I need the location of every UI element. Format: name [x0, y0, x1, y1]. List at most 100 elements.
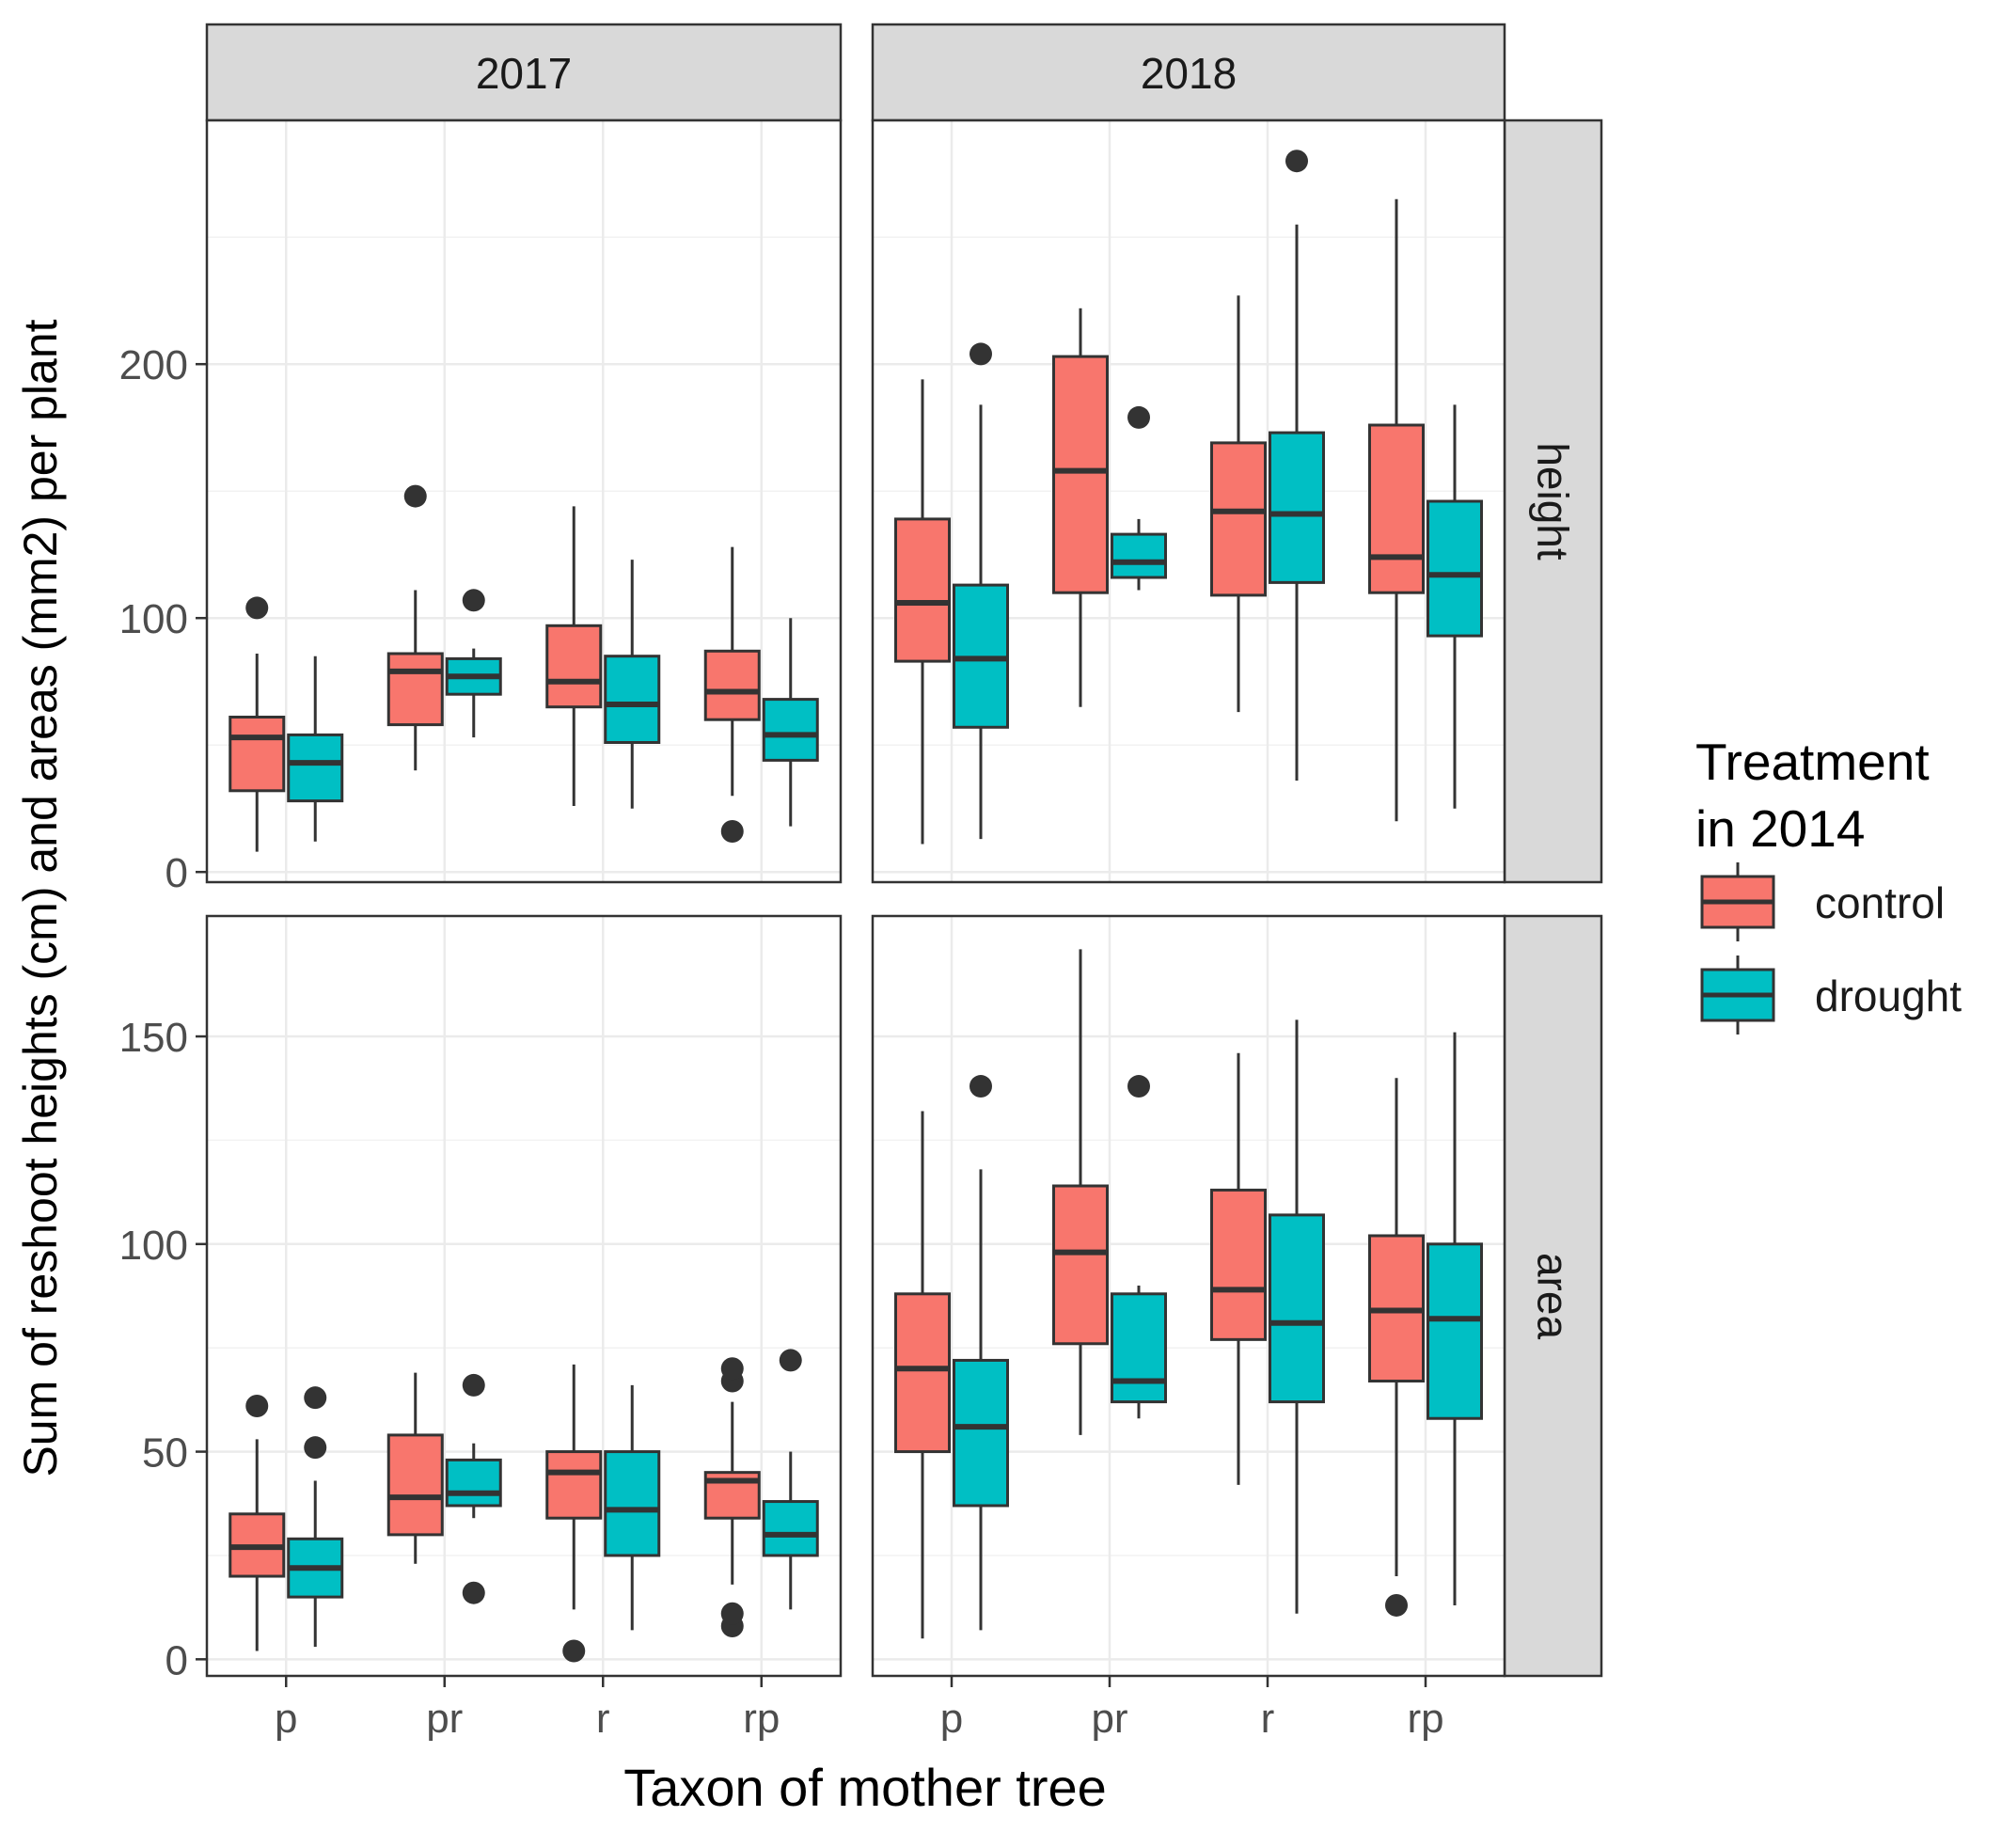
facet-panel — [205, 118, 843, 884]
facet-strip-column — [871, 23, 1506, 122]
outlier-point — [1285, 150, 1308, 173]
box-iqr — [762, 698, 819, 762]
y-tick-label: 50 — [142, 1430, 188, 1477]
legend-key-control — [1700, 862, 1775, 941]
box-r-drought — [604, 1384, 661, 1631]
x-tick-label: rp — [743, 1696, 780, 1742]
legend-key-drought — [1700, 956, 1775, 1035]
box-iqr — [287, 733, 344, 803]
y-tick-label: 0 — [166, 1637, 188, 1683]
outlier-point — [562, 1639, 586, 1663]
facet-panel — [871, 118, 1506, 884]
outlier-point — [245, 596, 269, 620]
y-tick-label: 0 — [166, 850, 188, 896]
box-iqr — [445, 1458, 502, 1508]
box-iqr — [953, 1358, 1009, 1508]
outlier-point — [779, 1349, 802, 1372]
box-iqr — [604, 655, 661, 745]
outlier-point — [969, 342, 992, 366]
outlier-point — [462, 1581, 485, 1604]
box-pr-control — [1052, 308, 1109, 707]
box-pr-control — [386, 484, 444, 771]
outlier-point — [1385, 1593, 1408, 1617]
facet-strip-label: height — [1529, 442, 1578, 561]
outlier-point — [969, 1075, 992, 1098]
box-iqr — [386, 1433, 444, 1537]
box-iqr — [545, 624, 603, 709]
box-p-drought — [287, 1386, 344, 1648]
outlier-point — [462, 589, 485, 612]
box-p-drought — [953, 342, 1009, 840]
y-tick-label: 100 — [119, 1223, 188, 1269]
legend: Treatment in 2014 control drought — [1695, 733, 1962, 1035]
box-iqr — [1111, 1292, 1167, 1404]
x-tick-label: pr — [426, 1696, 463, 1742]
panel-border — [871, 914, 1506, 1678]
box-iqr — [1052, 355, 1109, 594]
box-pr-drought — [1111, 405, 1167, 591]
box-r-control — [1210, 1052, 1267, 1485]
box-iqr — [1427, 499, 1483, 638]
box-iqr — [703, 649, 761, 721]
box-iqr — [762, 1500, 819, 1557]
box-p-drought — [953, 1075, 1009, 1631]
box-r-drought — [604, 560, 661, 809]
box-iqr — [1210, 441, 1267, 597]
box-iqr — [1427, 1242, 1483, 1420]
outlier-point — [1127, 405, 1150, 429]
box-p-control — [894, 379, 951, 845]
box-rp-drought — [762, 618, 819, 827]
facet-strip-column — [205, 23, 843, 122]
x-tick-label: rp — [1407, 1696, 1443, 1742]
box-iqr — [894, 1292, 951, 1454]
box-pr-drought — [445, 1373, 502, 1604]
facet-panel — [205, 914, 843, 1678]
x-tick-label: pr — [1091, 1696, 1127, 1742]
facet-strip-label: 2017 — [476, 49, 572, 98]
panel-border — [205, 914, 843, 1678]
outlier-point — [304, 1386, 327, 1410]
x-tick-label: p — [940, 1696, 963, 1742]
box-pr-control — [1052, 949, 1109, 1435]
box-r-control — [1210, 295, 1267, 713]
box-iqr — [604, 1450, 661, 1557]
box-p-control — [229, 1395, 286, 1651]
panel-border — [205, 118, 843, 884]
box-rp-control — [1368, 1078, 1425, 1617]
box-iqr — [545, 1450, 603, 1520]
box-rp-control — [1368, 198, 1425, 822]
y-tick-label: 150 — [119, 1015, 188, 1061]
facet-strip-row — [1503, 118, 1603, 884]
x-axis-title: Taxon of mother tree — [623, 1758, 1107, 1817]
y-tick-label: 200 — [119, 342, 188, 388]
box-rp-control — [703, 546, 761, 843]
box-iqr — [1052, 1184, 1109, 1346]
outlier-point — [720, 820, 744, 843]
legend-title-line1: Treatment — [1695, 733, 1930, 791]
outlier-point — [462, 1373, 485, 1397]
box-rp-drought — [762, 1349, 819, 1610]
panel-border — [871, 118, 1506, 884]
box-iqr — [386, 652, 444, 727]
box-iqr — [1269, 431, 1325, 584]
box-p-control — [229, 596, 286, 852]
box-p-drought — [287, 655, 344, 842]
facet-strip-row — [1503, 914, 1603, 1678]
box-p-control — [894, 1111, 951, 1639]
outlier-point — [245, 1395, 269, 1418]
x-tick-label: p — [275, 1696, 297, 1742]
outlier-point — [720, 1357, 744, 1381]
box-iqr — [1210, 1188, 1267, 1341]
box-pr-drought — [1111, 1075, 1167, 1419]
box-r-control — [545, 506, 603, 806]
outlier-point — [720, 1602, 744, 1625]
box-r-drought — [1269, 150, 1325, 781]
facet-strip-label: 2018 — [1141, 49, 1237, 98]
facet-panel — [871, 914, 1506, 1678]
x-tick-label: r — [596, 1696, 610, 1742]
box-iqr — [1111, 532, 1167, 579]
box-r-drought — [1269, 1019, 1325, 1614]
box-rp-control — [703, 1357, 761, 1638]
